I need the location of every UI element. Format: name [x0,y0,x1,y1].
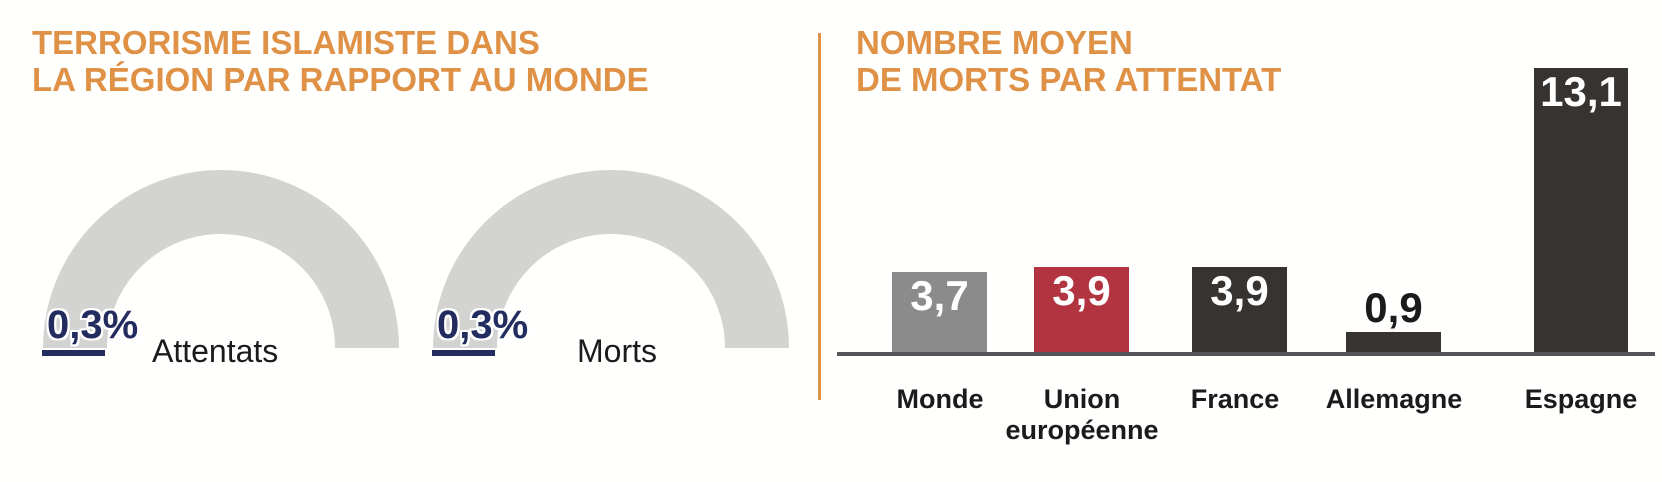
category-label-allemagne: Allemagne [1284,384,1504,415]
bar-monde-value: 3,7 [910,272,969,319]
right-title-line1: NOMBRE MOYEN [856,24,1133,61]
category-label-line: Union [1043,384,1121,414]
category-label-monde: Monde [830,384,1050,415]
right-panel-title: NOMBRE MOYEN DE MORTS PAR ATTENTAT [856,24,1281,98]
bar-union-europeenne-value: 3,9 [1052,267,1111,314]
bar-allemagne-value: 0,9 [1364,284,1423,331]
bar-union-europeenne: 3,9 [1034,267,1129,352]
gauge-attentats-label: Attentats [152,333,279,369]
gauge-morts-value: 0,3% [437,303,529,347]
category-label-line: Allemagne [1325,384,1463,414]
category-label-union-europeenne: Union européenne [972,384,1192,446]
gauge-morts-label: Morts [577,333,657,369]
gauge-morts [433,170,789,348]
gauge-morts-fill-segment [432,350,495,356]
left-title-line2: LA RÉGION PAR RAPPORT AU MONDE [32,61,649,98]
panel-divider [818,33,821,400]
bar-espagne-value: 13,1 [1540,68,1622,115]
category-label-line: Espagne [1524,384,1638,414]
bar-france-value: 3,9 [1210,267,1269,314]
bar-france: 3,9 [1192,267,1287,352]
category-label-espagne: Espagne [1471,384,1662,415]
category-label-line: France [1190,384,1280,414]
gauge-attentats-fill-segment [42,350,105,356]
category-label-france: France [1125,384,1345,415]
right-title-line2: DE MORTS PAR ATTENTAT [856,61,1282,98]
x-axis-line [837,352,1655,356]
gauge-attentats [43,170,399,348]
category-label-line: Monde [896,384,984,414]
category-label-line: européenne [1005,415,1159,445]
bar-espagne: 13,1 [1534,68,1628,352]
bar-allemagne [1346,332,1441,352]
gauge-attentats-value: 0,3% [47,303,139,347]
bar-monde: 3,7 [892,272,987,352]
left-panel-title: TERRORISME ISLAMISTE DANS LA RÉGION PAR … [32,24,649,98]
left-title-line1: TERRORISME ISLAMISTE DANS [32,24,540,61]
